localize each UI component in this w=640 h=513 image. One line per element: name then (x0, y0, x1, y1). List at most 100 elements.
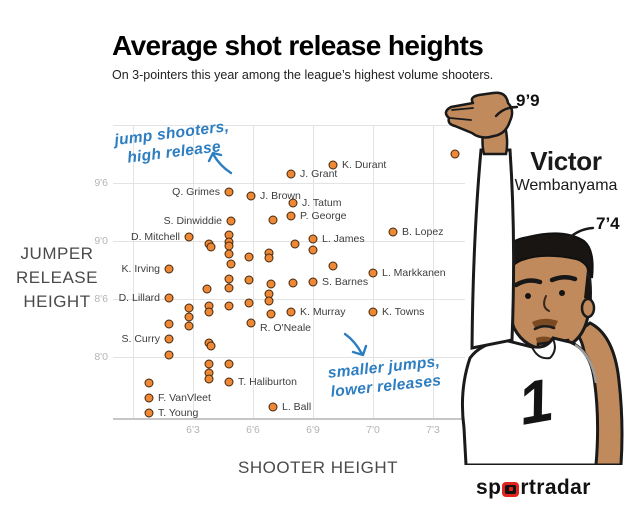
data-point (164, 350, 174, 360)
data-point (368, 268, 378, 278)
data-point (164, 293, 174, 303)
logo-o-icon (502, 481, 520, 497)
point-label: B. Lopez (402, 226, 444, 239)
data-point (224, 283, 234, 293)
y-tick-label: 8'6 (94, 293, 108, 306)
height-connector-line (565, 226, 595, 242)
mustache (532, 318, 558, 328)
data-point (226, 216, 236, 226)
data-point (184, 321, 194, 331)
reach-label: 9’9 (516, 91, 540, 110)
data-point (308, 234, 318, 244)
gridline-vertical (313, 125, 314, 418)
data-point (266, 279, 276, 289)
point-label: K. Towns (382, 305, 425, 318)
point-label: F. VanVleet (158, 391, 211, 404)
data-point (328, 261, 338, 271)
x-tick-label: 7'0 (366, 424, 380, 436)
y-axis-title: JUMPER RELEASE HEIGHT (16, 244, 98, 311)
data-point (202, 284, 212, 294)
point-label: S. Barnes (322, 275, 369, 288)
gridline-vertical (133, 125, 134, 418)
data-point (204, 374, 214, 384)
data-point (206, 341, 216, 351)
data-point (144, 393, 154, 403)
point-label: T. Young (158, 407, 199, 420)
gridline-horizontal (113, 183, 465, 185)
point-label: L. Ball (282, 401, 312, 414)
data-point (268, 215, 278, 225)
data-point (288, 278, 298, 288)
data-point (368, 307, 378, 317)
data-point (204, 359, 214, 369)
nose (543, 295, 550, 312)
eyebrow-right (549, 275, 578, 283)
page-title: Average shot release heights (112, 30, 484, 61)
header: Average shot release heights On 3-pointe… (112, 30, 532, 82)
data-point (264, 253, 274, 263)
point-label: L. Markkanen (382, 266, 446, 279)
x-axis-title: SHOOTER HEIGHT (237, 458, 398, 477)
data-point (328, 160, 338, 170)
arrow-up-left-icon (207, 151, 233, 175)
data-point (286, 169, 296, 179)
data-point (286, 307, 296, 317)
data-point (144, 408, 154, 418)
hand (444, 91, 514, 139)
y-tick-label: 8'0 (94, 351, 108, 364)
data-point (266, 309, 276, 319)
x-tick-label: 6'6 (246, 424, 260, 436)
gridline-vertical (193, 125, 194, 418)
height-label: 7’4 (596, 214, 620, 233)
gridline-vertical (253, 125, 254, 418)
mouth (533, 324, 556, 331)
data-point (246, 318, 256, 328)
x-tick-label: 6'9 (306, 424, 320, 436)
x-tick-label: 7'3 (426, 424, 440, 436)
data-point (184, 312, 194, 322)
data-point (224, 274, 234, 284)
sideburn (584, 270, 592, 300)
data-point (288, 198, 298, 208)
point-label: K. Irving (121, 263, 160, 276)
player-first-name: Victor (530, 146, 602, 176)
eye-right (559, 290, 565, 296)
scatter-plot-area: K. Durant J. Grant Q. Grimes J. Brown J. Tat… (113, 125, 465, 420)
data-point (264, 296, 274, 306)
data-point (244, 298, 254, 308)
data-point (164, 264, 174, 274)
point-label: J. Tatum (302, 197, 342, 210)
data-point (224, 301, 234, 311)
jersey-collar (530, 336, 556, 360)
point-label: J. Brown (260, 189, 301, 202)
gridline-vertical (433, 125, 434, 418)
data-point (388, 227, 398, 237)
gridline-horizontal (113, 125, 465, 126)
point-label: J. Grant (300, 168, 338, 181)
data-point (204, 307, 214, 317)
page-subtitle: On 3-pointers this year among the league… (112, 68, 494, 82)
point-label: K. Murray (300, 305, 346, 318)
data-point (244, 252, 254, 262)
data-point (164, 319, 174, 329)
data-point (308, 277, 318, 287)
eyebrow-left (513, 278, 543, 288)
reach-connector-line (494, 105, 519, 118)
data-point (184, 303, 194, 313)
ear (580, 297, 596, 319)
data-point (224, 187, 234, 197)
gridline-horizontal (113, 241, 465, 243)
finger-lines (449, 107, 474, 121)
data-point (244, 275, 254, 285)
x-tick-label: 6'3 (186, 424, 200, 436)
gridline-horizontal (113, 299, 465, 301)
logo-text-radar: radar (536, 476, 591, 499)
point-label: S. Curry (121, 332, 160, 345)
y-tick-label: 9'0 (94, 235, 108, 248)
data-point (308, 245, 318, 255)
raised-arm-sleeve (470, 148, 516, 350)
eye-left (525, 293, 531, 299)
logo-text-sp: sp (476, 476, 502, 499)
data-point (184, 232, 194, 242)
